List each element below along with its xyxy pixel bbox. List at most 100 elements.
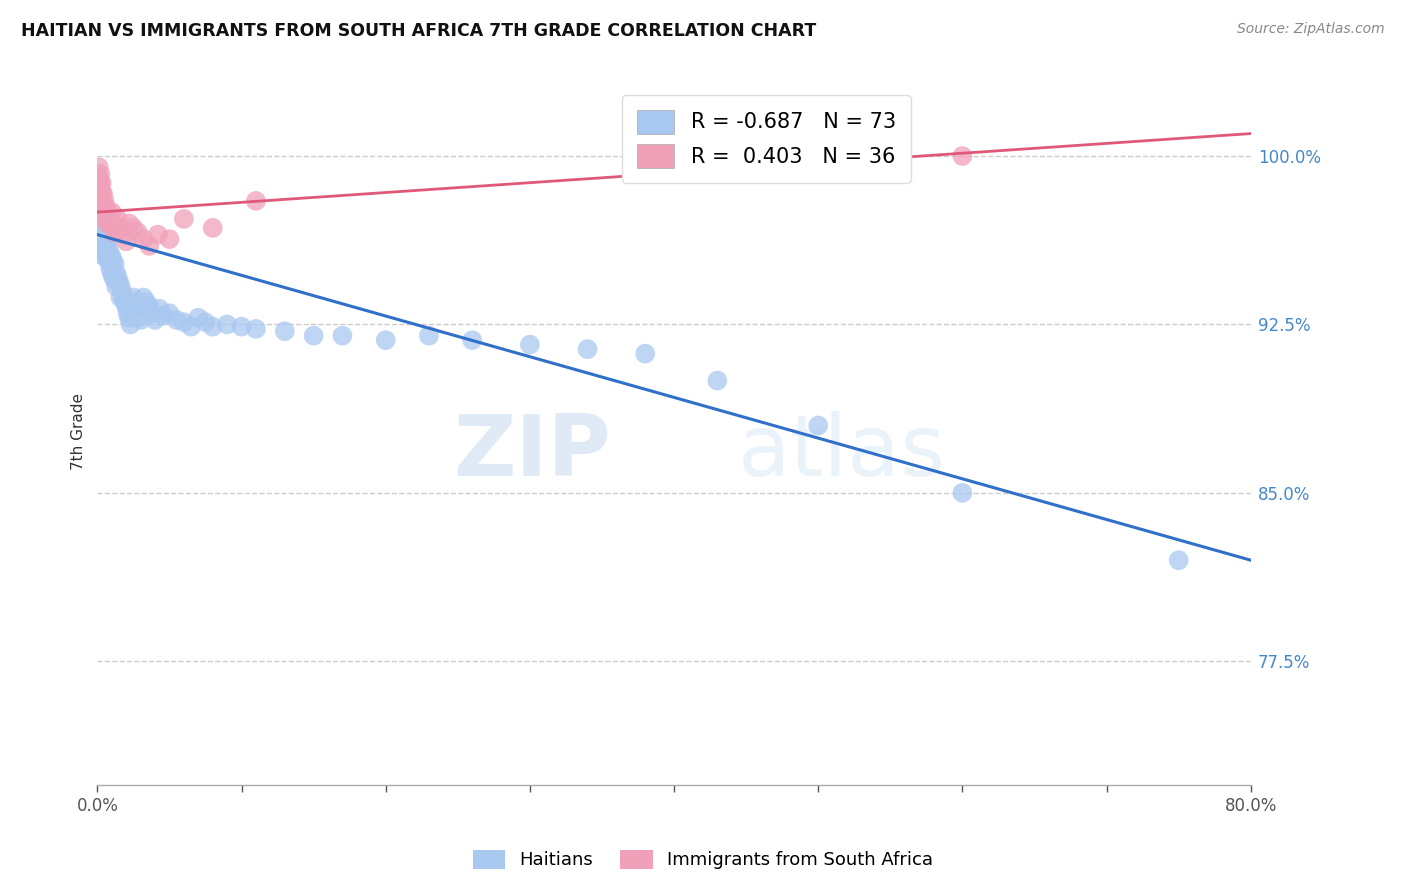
Y-axis label: 7th Grade: 7th Grade <box>72 392 86 469</box>
Point <box>104 272 127 286</box>
Point <box>97 244 120 258</box>
Text: ZIP: ZIP <box>453 411 610 494</box>
Point <box>118 310 141 325</box>
Point <box>104 257 127 271</box>
Point <box>274 324 297 338</box>
Point <box>87 171 110 186</box>
Point <box>93 250 115 264</box>
Point <box>302 328 325 343</box>
Point <box>115 235 138 249</box>
Point <box>576 342 599 356</box>
Point <box>97 254 120 268</box>
Point <box>201 220 224 235</box>
Point <box>173 315 195 329</box>
Point <box>94 235 117 249</box>
Point <box>115 300 138 314</box>
Point <box>91 187 114 202</box>
Point <box>111 284 134 298</box>
Point <box>96 205 118 219</box>
Point <box>146 227 169 242</box>
Point <box>173 211 195 226</box>
Point <box>90 244 112 258</box>
Point <box>127 310 149 325</box>
Point <box>98 261 121 276</box>
Point <box>90 185 112 199</box>
Point <box>245 194 267 208</box>
Point <box>105 279 128 293</box>
Point <box>90 176 112 190</box>
Point <box>89 176 111 190</box>
Point <box>950 149 973 163</box>
Point <box>159 306 181 320</box>
Point <box>103 254 125 268</box>
Point <box>90 194 112 208</box>
Point <box>103 270 125 285</box>
Point <box>120 318 142 332</box>
Point <box>110 291 132 305</box>
Point <box>194 315 217 329</box>
Point <box>91 248 114 262</box>
Point <box>201 319 224 334</box>
Point <box>94 201 117 215</box>
Point <box>187 310 209 325</box>
Point <box>97 211 120 226</box>
Point <box>100 250 122 264</box>
Point <box>98 216 121 230</box>
Point <box>91 230 114 244</box>
Point <box>87 239 110 253</box>
Point <box>706 374 728 388</box>
Point <box>117 306 139 320</box>
Text: atlas: atlas <box>738 411 945 494</box>
Point <box>418 328 440 343</box>
Point <box>100 205 122 219</box>
Point <box>132 232 155 246</box>
Text: Source: ZipAtlas.com: Source: ZipAtlas.com <box>1237 22 1385 37</box>
Point <box>100 266 122 280</box>
Point <box>231 319 253 334</box>
Point <box>135 295 157 310</box>
Point <box>138 239 160 253</box>
Point <box>143 313 166 327</box>
Point <box>98 248 121 262</box>
Point <box>96 250 118 264</box>
Point <box>118 216 141 230</box>
Point <box>159 232 181 246</box>
Point <box>180 319 202 334</box>
Point <box>138 300 160 314</box>
Point <box>90 226 112 240</box>
Point <box>108 275 131 289</box>
Point <box>107 211 129 226</box>
Point <box>91 198 114 212</box>
Point <box>94 245 117 260</box>
Point <box>94 211 117 226</box>
Point <box>122 220 145 235</box>
Point <box>110 220 132 235</box>
Point <box>89 239 111 253</box>
Point <box>152 309 174 323</box>
Point <box>110 279 132 293</box>
Point <box>807 418 830 433</box>
Point <box>89 167 111 181</box>
Point <box>461 333 484 347</box>
Point <box>93 205 115 219</box>
Point <box>93 241 115 255</box>
Point <box>1167 553 1189 567</box>
Legend: R = -0.687   N = 73, R =  0.403   N = 36: R = -0.687 N = 73, R = 0.403 N = 36 <box>621 95 911 183</box>
Legend: Haitians, Immigrants from South Africa: Haitians, Immigrants from South Africa <box>464 840 942 879</box>
Text: HAITIAN VS IMMIGRANTS FROM SOUTH AFRICA 7TH GRADE CORRELATION CHART: HAITIAN VS IMMIGRANTS FROM SOUTH AFRICA … <box>21 22 817 40</box>
Point <box>129 313 152 327</box>
Point <box>104 226 127 240</box>
Point <box>112 291 135 305</box>
Point <box>89 183 111 197</box>
Point <box>634 346 657 360</box>
Point <box>124 295 146 310</box>
Point <box>166 313 188 327</box>
Point <box>122 291 145 305</box>
Point <box>89 220 111 235</box>
Point <box>114 295 136 310</box>
Point <box>93 194 115 208</box>
Point <box>141 306 163 320</box>
Point <box>90 235 112 249</box>
Point <box>374 333 396 347</box>
Point <box>93 232 115 246</box>
